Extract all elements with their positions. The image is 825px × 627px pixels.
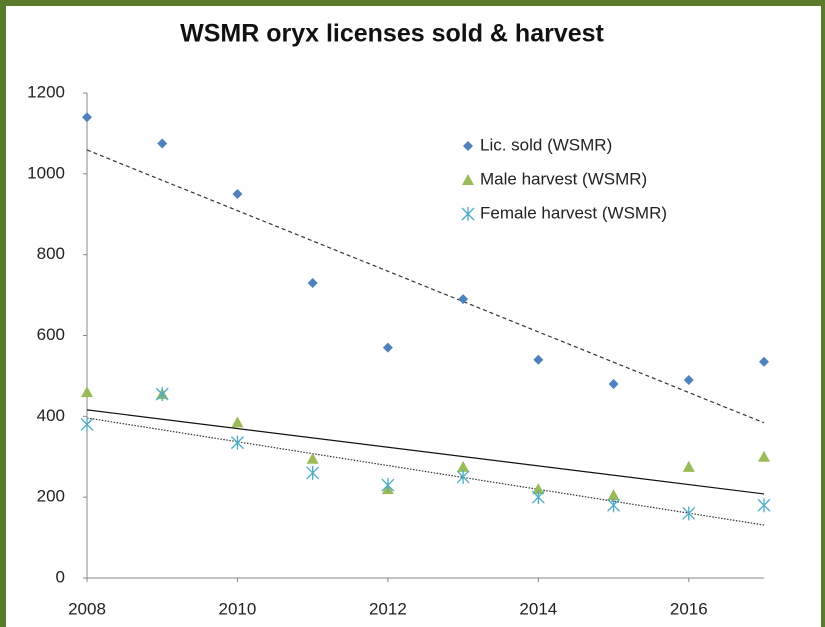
point bbox=[458, 294, 469, 305]
point bbox=[757, 498, 771, 513]
point bbox=[607, 498, 621, 513]
point bbox=[682, 460, 695, 472]
point bbox=[80, 417, 94, 432]
point bbox=[457, 460, 470, 472]
point bbox=[462, 174, 474, 185]
point bbox=[231, 416, 244, 428]
panel bbox=[6, 6, 821, 627]
x-tick-label: 2012 bbox=[369, 599, 407, 618]
point bbox=[759, 356, 769, 367]
point bbox=[533, 354, 544, 365]
point bbox=[232, 189, 243, 200]
legend-label: Female harvest (WSMR) bbox=[480, 203, 667, 222]
trend-line bbox=[86, 409, 765, 495]
point bbox=[461, 207, 475, 221]
point bbox=[306, 465, 320, 480]
point bbox=[758, 450, 770, 462]
point bbox=[381, 478, 395, 493]
point bbox=[230, 435, 244, 450]
y-tick-label: 1000 bbox=[27, 163, 65, 182]
legend-label: Lic. sold (WSMR) bbox=[480, 135, 612, 154]
point bbox=[155, 387, 169, 402]
point bbox=[682, 506, 696, 521]
point bbox=[463, 141, 473, 151]
y-tick-label: 200 bbox=[37, 487, 65, 506]
point bbox=[532, 483, 545, 495]
x-tick-label: 2016 bbox=[670, 599, 708, 618]
x-tick-label: 2008 bbox=[68, 599, 106, 618]
chart-title: WSMR oryx licenses sold & harvest bbox=[180, 20, 604, 48]
point bbox=[82, 112, 92, 123]
legend-label: Male harvest (WSMR) bbox=[480, 169, 647, 188]
x-tick-label: 2010 bbox=[219, 599, 257, 618]
point bbox=[81, 386, 93, 398]
point bbox=[456, 469, 470, 484]
y-tick-label: 0 bbox=[56, 567, 65, 586]
x-tick-label: 2014 bbox=[519, 599, 557, 618]
point bbox=[531, 490, 545, 505]
point bbox=[382, 342, 393, 353]
y-tick-label: 400 bbox=[37, 406, 65, 425]
y-tick-label: 600 bbox=[37, 325, 65, 344]
trend-line bbox=[86, 149, 765, 424]
point bbox=[306, 452, 319, 464]
point bbox=[607, 489, 620, 501]
y-tick-label: 1200 bbox=[27, 82, 65, 101]
point bbox=[608, 379, 619, 389]
point bbox=[157, 138, 168, 149]
trend-line bbox=[86, 417, 765, 526]
point bbox=[683, 374, 694, 385]
point bbox=[307, 277, 318, 288]
y-tick-label: 800 bbox=[37, 244, 65, 263]
